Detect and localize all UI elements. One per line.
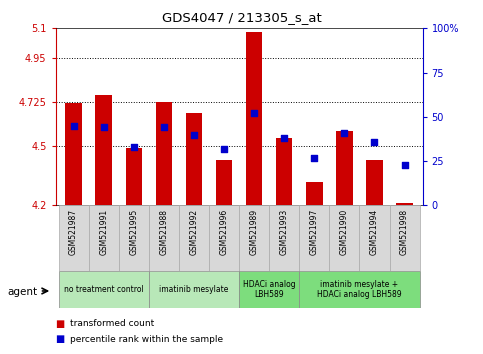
Text: imatinib mesylate: imatinib mesylate — [159, 285, 228, 294]
Bar — [329, 205, 359, 271]
Text: no treatment control: no treatment control — [64, 285, 143, 294]
Bar — [216, 160, 232, 205]
Text: GSM521990: GSM521990 — [340, 209, 349, 255]
Bar — [149, 205, 179, 271]
Bar — [179, 205, 209, 271]
Text: GSM521998: GSM521998 — [400, 209, 409, 255]
Point — [190, 132, 198, 137]
Text: GSM521996: GSM521996 — [220, 209, 228, 255]
Bar — [276, 138, 293, 205]
Bar — [246, 32, 262, 205]
Text: GSM521994: GSM521994 — [370, 209, 379, 255]
Point — [130, 144, 138, 150]
Point — [280, 135, 288, 141]
Bar — [336, 131, 353, 205]
Text: GSM521991: GSM521991 — [99, 209, 108, 255]
Point — [100, 125, 108, 130]
Text: GSM521987: GSM521987 — [69, 209, 78, 255]
Point — [250, 110, 258, 116]
Bar — [366, 160, 383, 205]
Bar — [299, 205, 329, 271]
Bar — [359, 205, 389, 271]
Text: imatinib mesylate +
HDACi analog LBH589: imatinib mesylate + HDACi analog LBH589 — [317, 280, 402, 299]
Text: ■: ■ — [56, 319, 65, 329]
Text: GSM521992: GSM521992 — [189, 209, 199, 255]
Bar — [149, 271, 239, 308]
Point — [160, 125, 168, 130]
Text: GSM521995: GSM521995 — [129, 209, 138, 255]
Bar — [65, 103, 82, 205]
Bar — [126, 148, 142, 205]
Text: percentile rank within the sample: percentile rank within the sample — [70, 335, 223, 344]
Bar — [269, 205, 299, 271]
Text: GDS4047 / 213305_s_at: GDS4047 / 213305_s_at — [162, 11, 321, 24]
Point — [70, 123, 77, 129]
Text: transformed count: transformed count — [70, 319, 154, 329]
Bar — [389, 205, 420, 271]
Bar — [396, 203, 413, 205]
Bar — [185, 113, 202, 205]
Text: GSM521993: GSM521993 — [280, 209, 289, 255]
Bar — [299, 271, 420, 308]
Text: ■: ■ — [56, 334, 65, 344]
Point — [401, 162, 409, 167]
Text: agent: agent — [7, 287, 37, 297]
Text: GSM521989: GSM521989 — [250, 209, 258, 255]
Bar — [239, 205, 269, 271]
Bar — [58, 271, 149, 308]
Bar — [89, 205, 119, 271]
Bar — [96, 95, 112, 205]
Point — [220, 146, 228, 152]
Bar — [156, 102, 172, 205]
Text: GSM521997: GSM521997 — [310, 209, 319, 255]
Bar — [119, 205, 149, 271]
Text: HDACi analog
LBH589: HDACi analog LBH589 — [243, 280, 296, 299]
Point — [311, 155, 318, 160]
Bar — [306, 182, 323, 205]
Text: GSM521988: GSM521988 — [159, 209, 169, 255]
Bar — [58, 205, 89, 271]
Point — [341, 130, 348, 136]
Point — [370, 139, 378, 144]
Bar — [239, 271, 299, 308]
Bar — [209, 205, 239, 271]
